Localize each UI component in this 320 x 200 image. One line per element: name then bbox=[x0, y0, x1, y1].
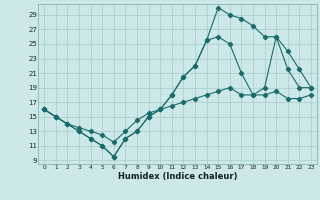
X-axis label: Humidex (Indice chaleur): Humidex (Indice chaleur) bbox=[118, 172, 237, 181]
